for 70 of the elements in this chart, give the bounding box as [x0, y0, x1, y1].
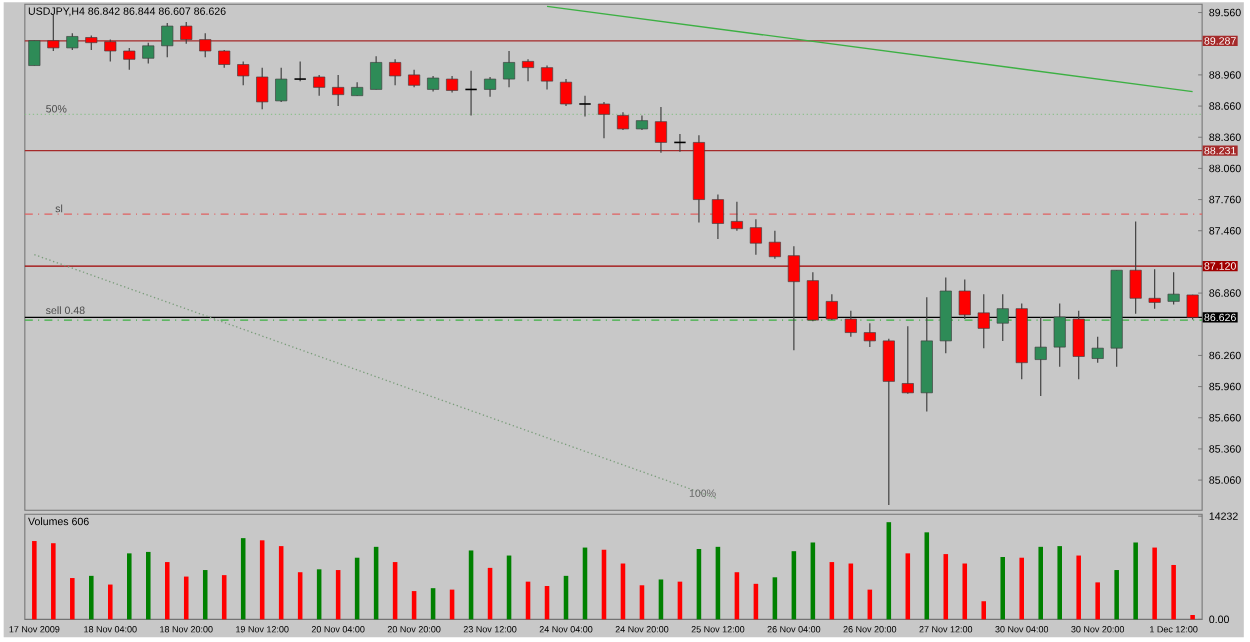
bar: [145, 552, 151, 620]
bar: [1076, 555, 1081, 620]
candlestick: [484, 76, 497, 98]
candlestick: [806, 272, 819, 323]
candlestick: [977, 293, 990, 350]
candlestick: [1053, 303, 1066, 368]
bar: [1019, 558, 1024, 620]
bar: [70, 578, 75, 620]
candlestick: [256, 67, 269, 111]
candlestick: [180, 21, 193, 45]
bar: [108, 584, 113, 620]
bar: [1114, 570, 1119, 620]
bar: [89, 576, 94, 620]
bar: [1057, 546, 1062, 620]
candlestick: [844, 310, 857, 338]
candlestick: [597, 101, 611, 140]
candlestick: [123, 47, 136, 71]
bar: [1000, 557, 1006, 620]
bar: [943, 554, 949, 620]
candlestick: [882, 338, 895, 507]
candlestick: [503, 50, 516, 89]
candlestick: [996, 293, 1009, 342]
bar: [1133, 542, 1138, 620]
candlestick: [332, 74, 345, 108]
candlestick: [711, 194, 724, 241]
candlestick: [313, 74, 326, 97]
candlestick: [768, 230, 781, 260]
candlestick: [370, 55, 383, 91]
candlestick: [863, 322, 876, 349]
candlestick: [275, 67, 288, 103]
bar: [32, 541, 37, 620]
candlestick: [293, 61, 307, 83]
bar: [127, 553, 132, 620]
bar: [1095, 582, 1100, 620]
candlestick: [1148, 268, 1161, 310]
candlestick: [559, 78, 573, 108]
candlestick: [1167, 272, 1180, 306]
bar: [202, 570, 208, 620]
candlestick: [389, 59, 402, 87]
candlestick: [142, 42, 155, 65]
candlestick: [161, 22, 174, 59]
candlestick: [28, 40, 41, 67]
bar: [1152, 547, 1157, 620]
candlestick: [1034, 316, 1047, 397]
candlestick: [199, 33, 212, 59]
bar: [1038, 547, 1043, 620]
bar: [164, 562, 170, 620]
bar: [1171, 565, 1176, 620]
bar: [183, 576, 189, 620]
candlestick: [104, 39, 117, 63]
candlestick: [522, 59, 535, 83]
candlestick: [47, 14, 60, 52]
bar: [981, 601, 987, 620]
bar: [962, 563, 968, 620]
bar: [221, 575, 227, 620]
candlestick: [901, 326, 914, 395]
bar: [51, 543, 56, 620]
candlestick: [578, 95, 592, 118]
candlestick: [1072, 310, 1085, 381]
candlestick: [237, 61, 250, 87]
candlestick: [1129, 221, 1142, 315]
candlestick: [540, 65, 554, 91]
candlestick: [654, 106, 667, 154]
candlestick: [825, 293, 838, 322]
candlestick: [730, 201, 743, 232]
candlestick: [958, 279, 971, 321]
candlestick: [749, 219, 762, 256]
candlestick: [1091, 336, 1104, 364]
candlestick: [1186, 294, 1199, 321]
candlestick: [787, 246, 800, 352]
